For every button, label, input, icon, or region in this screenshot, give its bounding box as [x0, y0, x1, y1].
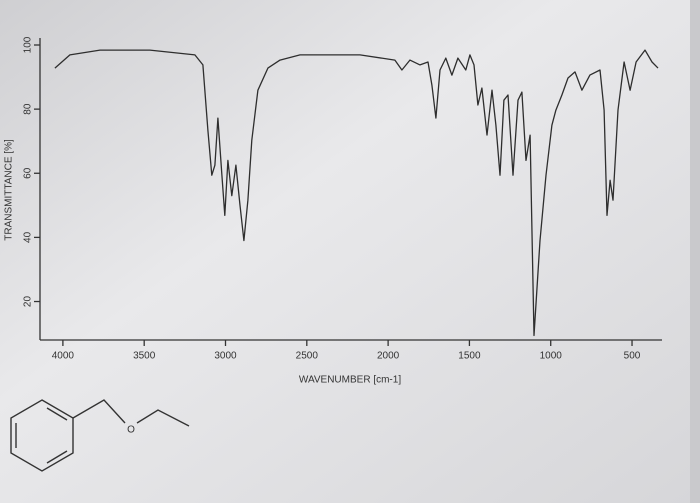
- x-axis-label: WAVENUMBER [cm-1]: [299, 375, 401, 386]
- screen-edge: [690, 0, 700, 503]
- atom-label: O: [127, 425, 135, 436]
- x-tick-label: 1000: [540, 351, 563, 362]
- x-tick-label: 500: [624, 351, 641, 362]
- x-tick-label: 4000: [52, 351, 75, 362]
- y-tick-label: 80: [23, 103, 34, 115]
- x-tick-label: 3000: [214, 351, 237, 362]
- spectrum-line: [54, 49, 659, 337]
- molecule: [10, 399, 190, 472]
- x-tick-label: 2000: [377, 351, 400, 362]
- y-tick-label: 60: [23, 167, 34, 179]
- x-tick-label: 1500: [458, 351, 481, 362]
- x-tick-label: 3500: [133, 351, 156, 362]
- x-tick-label: 2500: [296, 351, 319, 362]
- y-axis-label: TRANSMITTANCE [%]: [4, 139, 15, 241]
- y-tick-label: 40: [23, 231, 34, 243]
- y-tick-label: 20: [23, 296, 34, 308]
- y-tick-label: 100: [23, 36, 34, 53]
